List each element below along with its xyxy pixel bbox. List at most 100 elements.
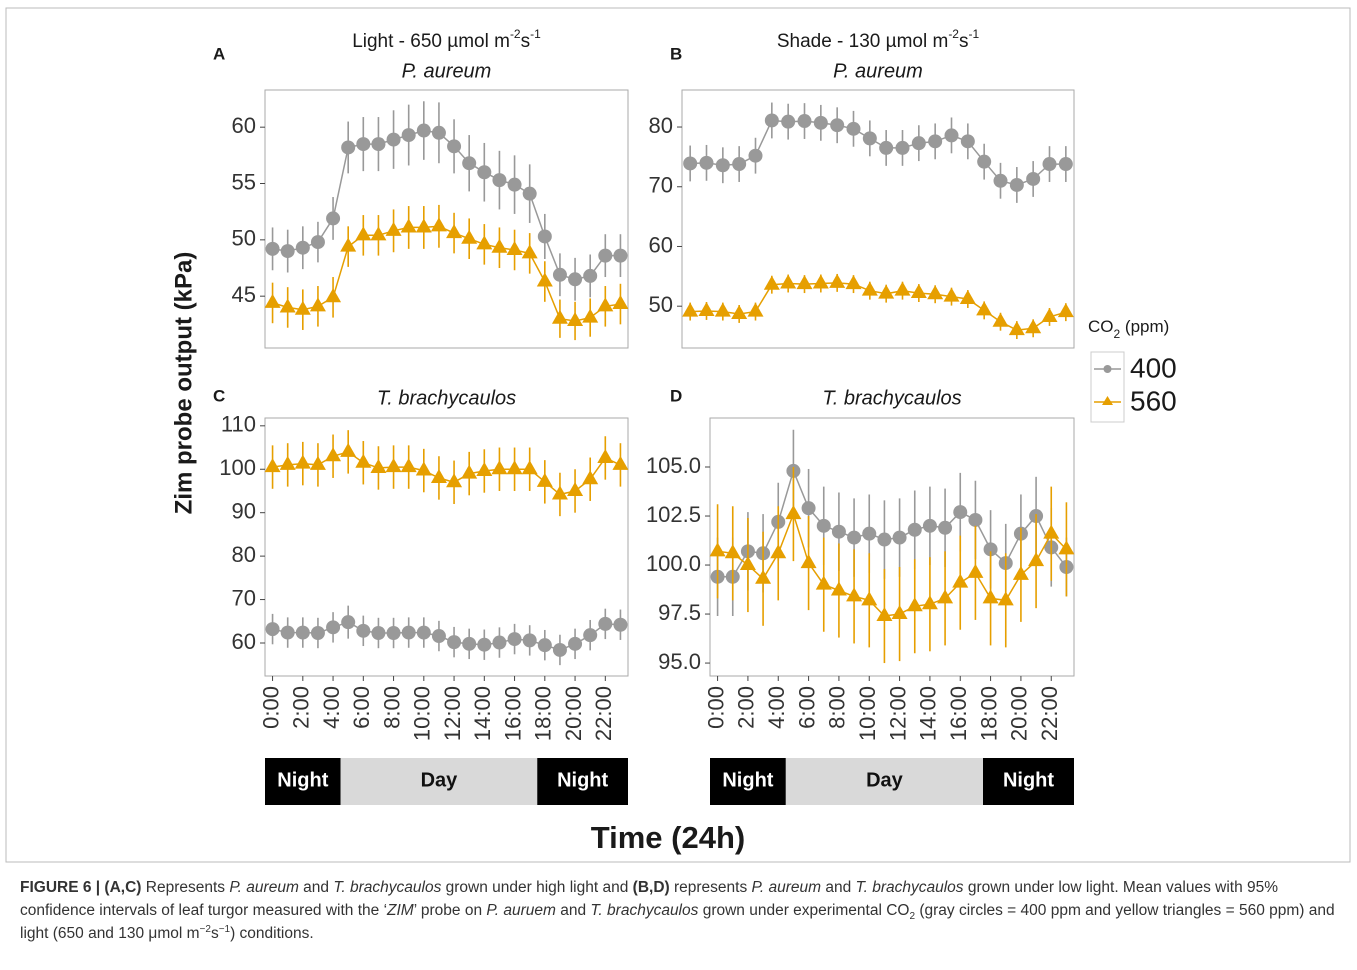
marker: [992, 312, 1009, 327]
marker: [386, 132, 401, 147]
marker: [356, 623, 371, 638]
text-part: s: [521, 31, 531, 52]
marker: [830, 581, 847, 596]
marker: [895, 140, 910, 155]
marker: [552, 642, 567, 657]
marker: [264, 293, 281, 308]
marker: [371, 626, 386, 640]
marker: [462, 156, 477, 171]
caption-part: grown under experimental CO: [698, 902, 910, 919]
marker: [911, 136, 926, 151]
text-part: -1: [968, 27, 979, 41]
marker: [732, 157, 747, 172]
period-box: [785, 758, 983, 805]
text-part: Light - 650 µmol m: [352, 31, 510, 52]
marker: [983, 542, 998, 557]
marker: [613, 248, 628, 263]
marker: [846, 587, 863, 602]
marker: [295, 240, 310, 255]
marker: [928, 134, 943, 149]
x-tick-label: 2:00: [734, 686, 759, 729]
y-tick-label: 55: [232, 169, 256, 194]
period-label: Day: [421, 769, 459, 791]
caption-part: and: [555, 902, 591, 919]
marker: [462, 636, 477, 651]
marker: [294, 454, 311, 469]
y-tick-label: 90: [232, 498, 256, 523]
marker: [780, 274, 797, 289]
caption-part: (gray circles = 400 ppm and yellow trian…: [20, 902, 1335, 942]
marker: [447, 139, 462, 154]
marker: [781, 114, 796, 129]
x-tick-label: 20:00: [561, 686, 586, 741]
caption-part: T. brachycaulos: [855, 879, 964, 896]
text-part: Shade - 130 µmol m: [777, 31, 948, 52]
marker: [1012, 565, 1029, 580]
x-tick-label: 10:00: [410, 686, 435, 741]
marker: [400, 218, 417, 233]
marker: [944, 128, 959, 143]
marker: [280, 244, 295, 259]
caption-part: s: [210, 925, 219, 942]
caption-part: ZIM: [387, 902, 414, 919]
marker: [280, 625, 295, 640]
period-label: Night: [722, 769, 773, 791]
marker: [507, 177, 522, 192]
period-box: [340, 758, 538, 805]
marker: [862, 526, 877, 541]
marker: [910, 284, 927, 299]
marker: [400, 458, 417, 473]
marker: [894, 281, 911, 296]
marker: [1058, 540, 1075, 555]
marker: [537, 229, 552, 244]
marker: [461, 464, 478, 479]
marker: [416, 625, 431, 640]
marker: [582, 470, 599, 485]
marker: [415, 461, 432, 476]
marker: [567, 311, 584, 326]
marker: [385, 221, 402, 236]
caption-part: grown under high light and: [441, 879, 633, 896]
marker: [431, 629, 446, 644]
marker: [937, 589, 954, 604]
text-part: -2: [510, 27, 521, 41]
marker: [747, 302, 764, 317]
caption-part: −1: [218, 923, 231, 935]
caption-part: and: [298, 879, 334, 896]
marker: [862, 131, 877, 146]
marker: [922, 518, 937, 533]
marker: [370, 226, 387, 241]
caption-part: −2: [199, 923, 211, 935]
marker: [446, 473, 463, 488]
marker: [993, 173, 1008, 188]
caption-part: ) conditions.: [230, 925, 314, 942]
marker: [906, 597, 923, 612]
marker: [491, 238, 508, 253]
period-box: [983, 758, 1074, 805]
legend-label: 400: [1130, 352, 1177, 383]
caption-part: (B,D): [632, 879, 670, 896]
marker: [415, 218, 432, 233]
marker: [997, 591, 1014, 606]
marker: [968, 512, 983, 527]
plot-frame: [681, 89, 1075, 349]
marker: [977, 154, 992, 169]
y-tick-label: 105.0: [646, 453, 701, 478]
marker: [861, 281, 878, 296]
panel-subtitle: P. aureum: [402, 60, 492, 82]
x-tick-label: 4:00: [764, 686, 789, 729]
marker: [879, 140, 894, 155]
marker: [537, 638, 552, 653]
marker: [476, 235, 493, 250]
marker: [567, 481, 584, 496]
marker: [522, 186, 537, 201]
x-tick-label: 6:00: [349, 686, 374, 729]
marker: [683, 156, 698, 171]
marker: [770, 544, 787, 559]
x-tick-label: 2:00: [289, 686, 314, 729]
marker: [846, 121, 861, 136]
y-tick-label: 102.5: [646, 502, 701, 527]
marker: [325, 288, 342, 303]
marker: [715, 158, 730, 173]
marker: [447, 635, 462, 650]
